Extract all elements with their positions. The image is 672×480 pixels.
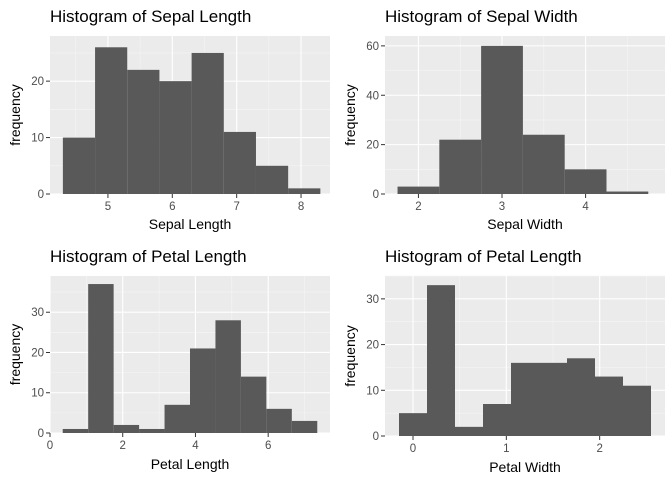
- histogram-bar: [288, 188, 321, 194]
- histogram-bar: [564, 169, 607, 194]
- y-tick-label: 10: [31, 133, 44, 145]
- histogram-bar: [159, 81, 192, 194]
- x-tick-label: 0: [47, 440, 53, 452]
- y-tick-label: 0: [373, 431, 379, 443]
- histogram-bar: [455, 426, 483, 436]
- y-tick-label: 30: [31, 307, 44, 319]
- x-axis-label: Petal Width: [489, 459, 561, 475]
- y-tick-label: 20: [366, 140, 379, 152]
- histogram-bar: [511, 362, 539, 436]
- chart-title: Histogram of Sepal Width: [385, 7, 578, 26]
- histogram-bar: [397, 186, 440, 194]
- chart-panel-3: 0 2 4 6 0 10 20 30 Histogram of Petal Length Peta…: [7, 247, 330, 472]
- y-tick-label: 10: [31, 388, 44, 400]
- histogram-bar: [623, 385, 651, 436]
- x-tick-label: 4: [582, 201, 589, 213]
- x-tick-label: 5: [105, 201, 111, 213]
- histogram-bar: [522, 134, 565, 194]
- histogram-bar: [266, 408, 292, 433]
- histogram-bar: [190, 348, 216, 433]
- chart-title: Histogram of Petal Length: [385, 247, 582, 266]
- x-tick-label: 2: [415, 201, 421, 213]
- histogram-bar: [483, 404, 511, 436]
- x-tick-label: 7: [233, 201, 239, 213]
- y-tick-label: 0: [373, 189, 379, 201]
- histogram-bar: [62, 428, 89, 433]
- y-tick-label: 40: [366, 90, 379, 102]
- histogram-bar: [164, 404, 190, 433]
- histogram-bar: [606, 191, 649, 194]
- histogram-bar: [291, 420, 318, 433]
- x-axis-label: Sepal Width: [487, 216, 562, 232]
- x-axis-label: Sepal Length: [149, 216, 232, 232]
- x-axis-label: Petal Length: [151, 456, 230, 472]
- x-tick-label: 2: [596, 443, 602, 455]
- x-tick-label: 1: [503, 443, 509, 455]
- histogram-bar: [113, 424, 140, 433]
- histogram-bar: [539, 362, 567, 436]
- y-axis-label: frequency: [7, 324, 23, 385]
- x-tick-label: 0: [410, 443, 416, 455]
- y-tick-label: 20: [31, 76, 44, 88]
- y-tick-label: 0: [38, 189, 44, 201]
- histogram-bar: [88, 284, 114, 433]
- histogram-bar: [255, 165, 289, 194]
- x-tick-label: 8: [298, 201, 304, 213]
- histogram-bar: [427, 285, 455, 436]
- y-axis-label: frequency: [342, 84, 358, 145]
- x-tick-label: 6: [169, 201, 175, 213]
- histogram-bar: [191, 52, 224, 194]
- x-tick-label: 6: [265, 440, 271, 452]
- y-tick-label: 60: [366, 41, 379, 53]
- y-tick-label: 20: [366, 340, 379, 352]
- histogram-bar: [595, 376, 623, 436]
- x-tick-label: 4: [192, 440, 199, 452]
- x-tick-label: 3: [499, 201, 505, 213]
- y-tick-label: 20: [31, 347, 44, 359]
- y-tick-label: 30: [366, 294, 379, 306]
- histogram-bar: [439, 139, 482, 194]
- y-tick-label: 0: [38, 428, 44, 440]
- y-tick-label: 10: [366, 385, 379, 397]
- histogram-bar: [481, 45, 523, 194]
- histogram-bar: [62, 137, 96, 194]
- histogram-bar: [127, 69, 160, 194]
- x-tick-label: 2: [120, 440, 126, 452]
- chart-title: Histogram of Sepal Length: [50, 7, 251, 26]
- histogram-bar: [240, 376, 267, 433]
- chart-title: Histogram of Petal Length: [50, 247, 247, 266]
- histogram-bar: [567, 358, 595, 436]
- histogram-bar: [215, 320, 241, 433]
- y-axis-label: frequency: [7, 84, 23, 145]
- histogram-bar: [139, 428, 165, 433]
- histogram-bar: [399, 413, 427, 436]
- chart-panel-1: 5 6 7 8 0 10 20 Histogram of Sepal Length Sepal …: [7, 7, 330, 232]
- histogram-bar: [223, 131, 256, 194]
- y-axis-label: frequency: [342, 325, 358, 386]
- histogram-bar: [95, 47, 128, 195]
